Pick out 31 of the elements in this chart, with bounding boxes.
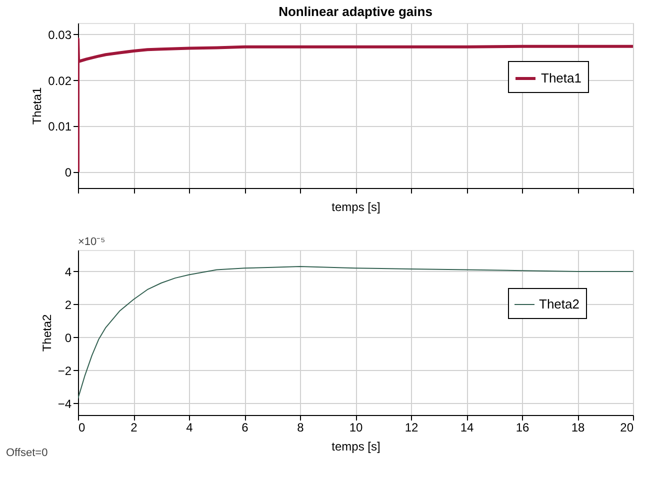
x-tick-label: 12 (404, 420, 418, 434)
x-tick-label: 4 (186, 420, 194, 434)
y-tick-label: 2 (64, 298, 72, 312)
y-tick-label: 0.02 (48, 74, 72, 88)
x-axis-title: temps [s] (332, 440, 380, 454)
y-tick-label: 0.03 (48, 28, 72, 42)
x-tick-label: 0 (78, 420, 86, 434)
x-tick-label: 18 (571, 420, 585, 434)
y-tick-label: 0 (64, 330, 72, 345)
x-tick-label: 20 (620, 420, 634, 434)
line-series (78, 38, 633, 174)
legend-label: Theta2 (539, 296, 580, 312)
text: Offset=0 (6, 447, 48, 459)
y-axis-title: Theta1 (30, 86, 44, 125)
legend-label: Theta1 (541, 70, 582, 86)
text: ×10⁻⁵ (78, 236, 106, 248)
y-tick-label: 0.01 (48, 120, 72, 134)
x-axis-title: temps [s] (332, 200, 380, 214)
y-tick-label: −4 (58, 396, 72, 411)
x-tick-label: 10 (349, 420, 363, 434)
y-axis-title: Theta2 (40, 314, 54, 352)
x-tick-label: 8 (297, 420, 304, 434)
line-series (78, 266, 633, 399)
y-tick-label: 0 (64, 165, 72, 180)
y-tick-label: 4 (64, 264, 72, 279)
x-tick-label: 16 (516, 420, 530, 434)
y-tick-label: −2 (58, 364, 72, 378)
x-tick-label: 14 (460, 420, 474, 434)
x-tick-label: 2 (130, 420, 138, 434)
chart-title: Nonlinear adaptive gains (278, 4, 432, 19)
x-tick-label: 6 (242, 420, 249, 434)
